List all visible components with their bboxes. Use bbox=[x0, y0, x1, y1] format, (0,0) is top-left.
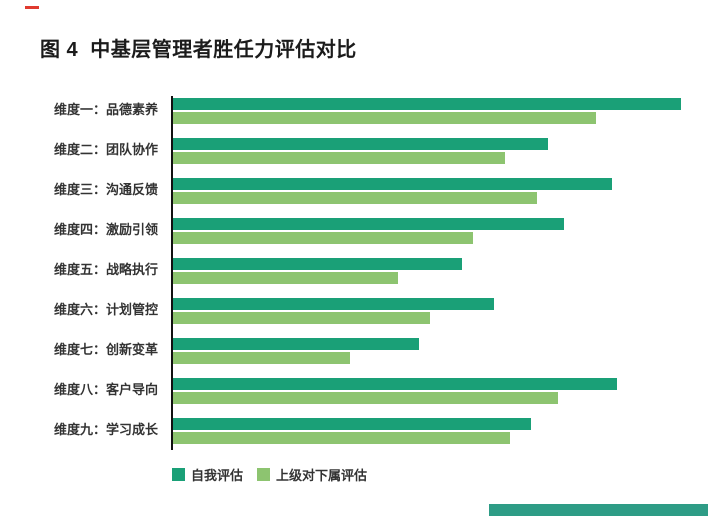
legend-swatch-self-assessment bbox=[172, 468, 185, 481]
category-label: 维度三：沟通反馈 bbox=[53, 182, 158, 197]
bar-self-assessment bbox=[173, 98, 681, 110]
bar-self-assessment bbox=[173, 338, 419, 350]
legend-item-supervisor-assessment: 上级对下属评估 bbox=[257, 465, 367, 484]
category-label: 维度七：创新变革 bbox=[53, 342, 158, 357]
legend-label-self-assessment: 自我评估 bbox=[191, 468, 244, 483]
bar-supervisor-assessment bbox=[173, 352, 350, 364]
category-label: 维度八：客户导向 bbox=[53, 382, 158, 397]
legend-item-self-assessment: 自我评估 bbox=[172, 465, 243, 484]
bar-supervisor-assessment bbox=[173, 232, 473, 244]
bar-self-assessment bbox=[173, 378, 617, 390]
bar-self-assessment bbox=[173, 178, 612, 190]
bar-self-assessment bbox=[173, 298, 494, 310]
bar-supervisor-assessment bbox=[173, 312, 430, 324]
category-label: 维度四：激励引领 bbox=[53, 222, 158, 237]
legend-label-supervisor-assessment: 上级对下属评估 bbox=[276, 468, 368, 483]
category-label: 维度二：团队协作 bbox=[53, 142, 158, 157]
bar-self-assessment bbox=[173, 258, 462, 270]
bar-self-assessment bbox=[173, 418, 531, 430]
bar-self-assessment bbox=[173, 138, 548, 150]
legend-swatch-supervisor-assessment bbox=[257, 468, 271, 481]
category-label: 维度一：品德素养 bbox=[53, 102, 158, 117]
legend: 自我评估 上级对下属评估 bbox=[172, 465, 367, 484]
bar-supervisor-assessment bbox=[173, 392, 558, 404]
bar-supervisor-assessment bbox=[173, 192, 537, 204]
category-label: 维度六：计划管控 bbox=[53, 302, 158, 317]
plot-area bbox=[173, 98, 708, 450]
top-left-red-dash-decoration bbox=[25, 6, 39, 9]
y-axis-line bbox=[171, 96, 173, 450]
category-label: 维度五：战略执行 bbox=[53, 262, 158, 277]
bar-supervisor-assessment bbox=[173, 432, 510, 444]
bar-supervisor-assessment bbox=[173, 152, 505, 164]
bottom-right-teal-strip-decoration bbox=[489, 504, 708, 516]
bar-self-assessment bbox=[173, 218, 564, 230]
bar-supervisor-assessment bbox=[173, 112, 596, 124]
category-label: 维度九：学习成长 bbox=[53, 422, 158, 437]
bar-supervisor-assessment bbox=[173, 272, 398, 284]
chart-title: 图 4 中基层管理者胜任力评估对比 bbox=[40, 39, 357, 61]
